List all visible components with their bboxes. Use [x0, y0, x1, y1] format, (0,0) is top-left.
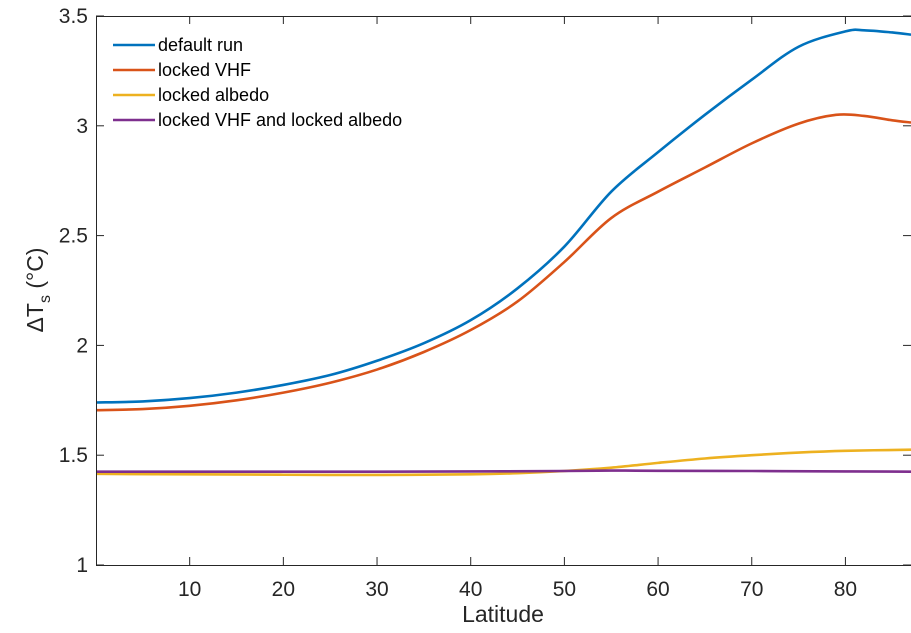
series-layer	[95, 28, 911, 477]
y-ticks: 1 1.5 2 2.5 3 3.5	[59, 5, 911, 577]
legend-label-default-run: default run	[158, 35, 243, 55]
series-line-locked-vhf	[95, 113, 911, 412]
y-axis-label-main: ΔT	[22, 303, 48, 332]
x-axis-label: Latitude	[462, 601, 544, 627]
y-axis-label-subscript: s	[37, 295, 54, 303]
series-line-locked-vhf-and-locked-albedo	[96, 469, 911, 473]
axes-frame	[96, 16, 911, 566]
y-tick-label: 1	[76, 554, 88, 577]
x-tick-label: 20	[272, 578, 295, 601]
y-tick-label: 2.5	[59, 225, 88, 248]
x-tick-label: 10	[178, 578, 201, 601]
y-tick-label: 3	[76, 115, 88, 138]
x-tick-label: 70	[740, 578, 763, 601]
y-tick-label: 3.5	[59, 5, 88, 28]
legend-label-locked-vhf-and-locked-albedo: locked VHF and locked albedo	[158, 110, 402, 130]
y-tick-label: 2	[76, 334, 88, 357]
x-tick-label: 60	[646, 578, 669, 601]
series-line-default-run	[95, 28, 911, 404]
legend-label-locked-vhf: locked VHF	[158, 60, 251, 80]
legend-label-locked-albedo: locked albedo	[158, 85, 269, 105]
y-tick-label: 1.5	[59, 444, 88, 467]
x-tick-label: 40	[459, 578, 482, 601]
y-axis-label-unit: (°C)	[22, 248, 48, 296]
x-tick-label: 50	[553, 578, 576, 601]
x-ticks: 10 20 30 40 50 60 70 80	[178, 16, 857, 601]
x-tick-label: 30	[365, 578, 388, 601]
y-axis-label: ΔTs (°C)	[22, 248, 54, 333]
legend: default run locked VHF locked albedo locked…	[113, 35, 402, 130]
x-tick-label: 80	[834, 578, 857, 601]
